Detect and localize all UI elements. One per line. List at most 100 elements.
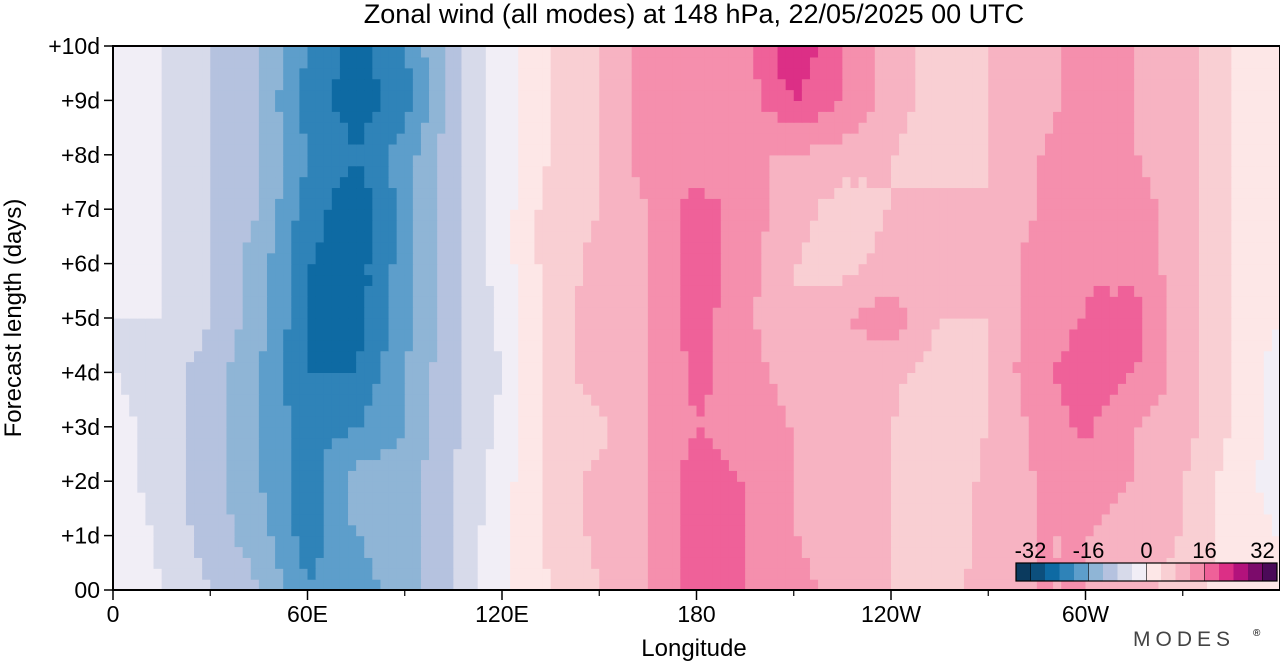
heatmap-cell: [477, 459, 487, 471]
heatmap-cell: [777, 481, 787, 493]
heatmap-cell: [129, 546, 138, 558]
heatmap-cell: [396, 470, 406, 482]
heatmap-cell: [258, 502, 268, 515]
heatmap-cell: [234, 263, 244, 276]
heatmap-cell: [234, 383, 244, 395]
heatmap-cell: [1134, 252, 1143, 265]
heatmap-cell: [1150, 328, 1160, 341]
heatmap-cell: [145, 263, 155, 276]
heatmap-cell: [275, 361, 284, 373]
heatmap-cell: [1012, 513, 1022, 526]
heatmap-cell: [550, 209, 560, 221]
heatmap-cell: [583, 459, 592, 471]
heatmap-cell: [793, 361, 803, 373]
heatmap-cell: [955, 459, 965, 471]
heatmap-cell: [761, 437, 771, 450]
heatmap-cell: [891, 328, 900, 341]
heatmap-cell: [339, 470, 349, 482]
heatmap-cell: [753, 426, 762, 439]
heatmap-cell: [850, 372, 860, 384]
heatmap-cell: [129, 579, 138, 590]
heatmap-cell: [202, 426, 211, 439]
heatmap-cell: [963, 263, 973, 276]
heatmap-cell: [688, 579, 698, 590]
heatmap-cell: [680, 209, 689, 221]
heatmap-cell: [963, 296, 973, 308]
heatmap-cell: [129, 513, 138, 526]
heatmap-cell: [388, 230, 398, 243]
heatmap-cell: [1247, 415, 1257, 428]
heatmap-cell: [291, 372, 300, 384]
heatmap-cell: [493, 437, 503, 450]
heatmap-cell: [510, 459, 519, 471]
heatmap-cell: [372, 535, 382, 548]
heatmap-cell: [882, 361, 892, 373]
heatmap-cell: [380, 339, 390, 352]
heatmap-cell: [1044, 481, 1054, 493]
heatmap-cell: [250, 383, 260, 395]
heatmap-cell: [445, 209, 454, 221]
heatmap-cell: [664, 492, 673, 504]
heatmap-cell: [1198, 546, 1208, 558]
heatmap-cell: [1198, 372, 1208, 384]
heatmap-cell: [299, 296, 309, 308]
heatmap-cell: [169, 459, 179, 471]
heatmap-cell: [437, 492, 446, 504]
heatmap-cell: [955, 513, 965, 526]
heatmap-cell: [510, 502, 519, 515]
heatmap-cell: [696, 350, 706, 363]
heatmap-cell: [388, 394, 398, 406]
heatmap-cell: [599, 513, 608, 526]
heatmap-cell: [980, 241, 989, 254]
heatmap-cell: [745, 459, 754, 471]
heatmap-cell: [672, 459, 681, 471]
heatmap-cell: [388, 285, 398, 297]
heatmap-cell: [915, 285, 925, 297]
heatmap-cell: [461, 394, 471, 406]
heatmap-cell: [1117, 415, 1127, 428]
heatmap-cell: [420, 361, 430, 373]
heatmap-cell: [283, 318, 292, 330]
heatmap-cell: [461, 535, 471, 548]
heatmap-cell: [891, 535, 900, 548]
heatmap-cell: [266, 328, 276, 341]
heatmap-cell: [534, 426, 544, 439]
heatmap-cell: [412, 415, 422, 428]
heatmap-cell: [364, 470, 373, 482]
heatmap-cell: [947, 557, 957, 569]
heatmap-cell: [753, 415, 762, 428]
heatmap-cell: [680, 448, 689, 461]
heatmap-cell: [412, 492, 422, 504]
heatmap-cell: [518, 415, 527, 428]
heatmap-cell: [153, 492, 163, 504]
heatmap-cell: [615, 220, 625, 232]
heatmap-cell: [680, 296, 689, 308]
heatmap-cell: [1207, 372, 1216, 384]
heatmap-cell: [526, 568, 536, 580]
heatmap-cell: [834, 535, 843, 548]
heatmap-cell: [1077, 579, 1087, 590]
heatmap-cell: [339, 557, 349, 569]
heatmap-cell: [1101, 470, 1111, 482]
heatmap-cell: [996, 394, 1006, 406]
heatmap-cell: [696, 492, 706, 504]
heatmap-cell: [202, 557, 211, 569]
heatmap-cell: [356, 513, 365, 526]
heatmap-cell: [315, 459, 325, 471]
heatmap-cell: [161, 328, 171, 341]
heatmap-cell: [696, 405, 706, 417]
heatmap-cell: [291, 307, 300, 319]
heatmap-cell: [388, 209, 398, 221]
heatmap-cell: [761, 394, 771, 406]
heatmap-cell: [574, 328, 584, 341]
heatmap-cell: [850, 546, 860, 558]
heatmap-cell: [194, 274, 203, 286]
heatmap-cell: [1247, 579, 1257, 590]
heatmap-cell: [420, 394, 430, 406]
heatmap-cell: [882, 557, 892, 569]
heatmap-cell: [891, 492, 900, 504]
heatmap-cell: [655, 557, 665, 569]
heatmap-cell: [583, 241, 592, 254]
heatmap-cell: [737, 557, 746, 569]
heatmap-cell: [1020, 241, 1030, 254]
